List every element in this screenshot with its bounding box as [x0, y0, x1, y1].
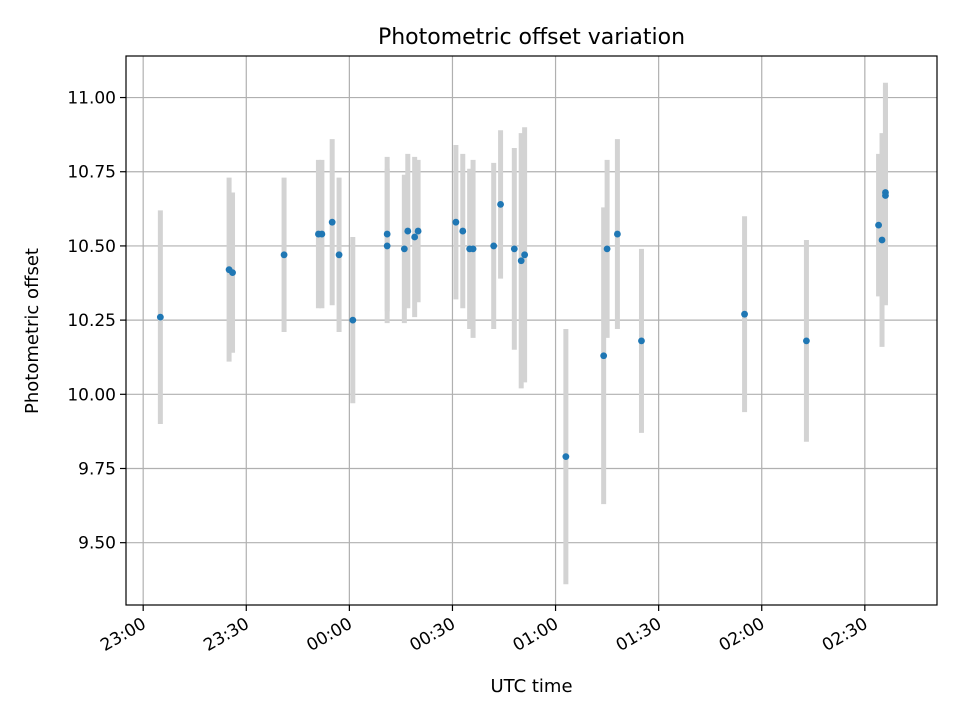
data-point [497, 200, 504, 208]
data-point [517, 257, 525, 265]
data-point [459, 227, 467, 235]
data-point [404, 227, 412, 235]
data-point [882, 192, 889, 199]
data-point [349, 316, 357, 324]
data-point [328, 218, 336, 226]
y-tick-label: 9.50 [78, 534, 116, 554]
x-axis-label: UTC time [490, 676, 572, 697]
data-point [521, 251, 529, 259]
chart-title: Photometric offset variation [378, 25, 685, 50]
data-points [156, 189, 889, 461]
data-point [156, 313, 164, 321]
data-point [614, 230, 621, 238]
data-point [600, 352, 608, 360]
data-point [383, 230, 391, 238]
data-point [490, 242, 498, 250]
data-point [803, 337, 810, 345]
data-point [741, 310, 748, 318]
data-point [411, 233, 419, 241]
data-point [414, 227, 422, 235]
data-point [603, 245, 611, 253]
data-point [335, 251, 343, 259]
y-tick-label: 9.75 [78, 459, 116, 479]
data-point [452, 218, 460, 226]
data-point [400, 245, 408, 253]
data-point [318, 230, 326, 238]
y-axis-label: Photometric offset [22, 248, 43, 414]
data-point [229, 269, 236, 277]
data-point [878, 236, 886, 244]
data-point [280, 251, 288, 259]
y-tick-label: 10.50 [67, 237, 116, 257]
y-tick-label: 11.00 [67, 89, 116, 109]
data-point [875, 221, 882, 229]
data-point [638, 337, 645, 345]
data-point [469, 245, 477, 253]
plot-frame [125, 55, 938, 606]
data-point [510, 245, 518, 253]
y-axis-ticks: 9.50 9.75 10.00 10.25 10.50 10.75 11.00 [67, 89, 126, 554]
data-point [562, 453, 570, 461]
y-tick-label: 10.75 [67, 163, 116, 183]
y-tick-label: 10.25 [67, 311, 116, 331]
y-tick-label: 10.00 [67, 385, 116, 405]
grid-lines [126, 56, 937, 605]
data-point [383, 242, 391, 250]
